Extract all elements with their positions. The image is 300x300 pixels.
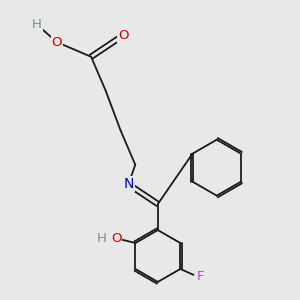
Text: O: O [52,35,62,49]
Text: O: O [118,29,129,42]
Text: H: H [32,18,42,31]
Text: H: H [97,232,106,244]
Text: F: F [197,270,205,283]
Text: N: N [123,177,134,191]
Text: O: O [111,232,122,244]
